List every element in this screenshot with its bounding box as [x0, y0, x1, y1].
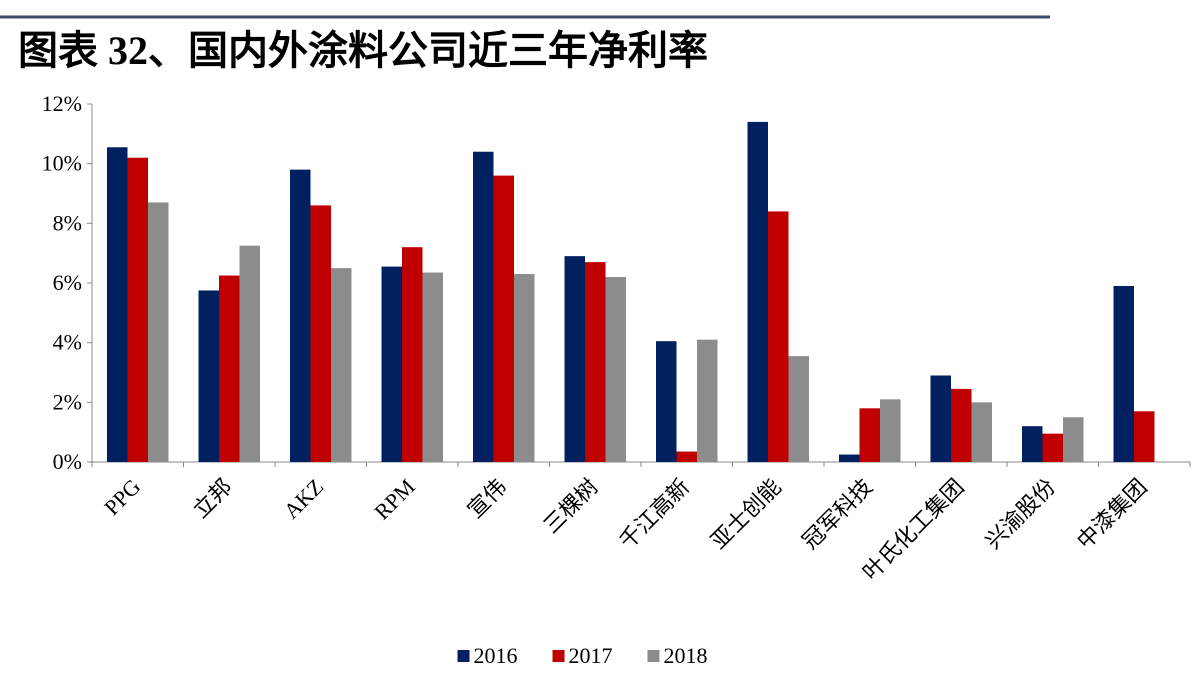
legend-label: 2016: [474, 643, 518, 668]
x-tick-label: 立邦: [188, 474, 237, 523]
y-tick-label: 4%: [53, 330, 82, 355]
legend-swatch: [552, 650, 565, 662]
legend-swatch: [647, 650, 660, 662]
bar: [127, 157, 148, 462]
bar: [747, 121, 768, 463]
bar: [473, 151, 494, 462]
y-tick-label: 0%: [53, 449, 82, 474]
legend-label: 2018: [664, 643, 708, 668]
y-tick-label: 6%: [53, 270, 82, 295]
bar: [788, 356, 809, 462]
bar: [1134, 411, 1155, 462]
x-tick-label: 三棵树: [538, 474, 602, 538]
chart-title: 图表 32、国内外涂料公司近三年净利率: [18, 28, 708, 73]
x-tick-label: 千江高新: [614, 474, 694, 554]
bar: [1063, 417, 1084, 462]
legend-swatch: [457, 650, 470, 662]
bar: [493, 175, 514, 462]
bar: [402, 247, 423, 462]
x-tick-label: 兴渝股份: [980, 474, 1060, 554]
bar: [951, 388, 972, 462]
bar: [971, 402, 992, 462]
bar: [1113, 285, 1134, 462]
x-tick-label: PPG: [99, 474, 145, 520]
x-tick-label: 中漆集团: [1072, 474, 1152, 554]
y-tick-label: 10%: [42, 151, 82, 176]
bar: [697, 339, 718, 462]
y-tick-label: 2%: [53, 389, 82, 414]
x-tick-label: 宣伟: [462, 474, 511, 523]
bar: [930, 375, 951, 462]
bar: [564, 256, 585, 462]
bar: [839, 454, 860, 462]
bar: [768, 211, 789, 462]
x-tick-label: AKZ: [279, 474, 329, 524]
bar: [605, 277, 626, 462]
bar: [656, 341, 677, 462]
bar: [198, 290, 219, 462]
bar: [859, 408, 880, 462]
bar: [148, 202, 169, 462]
bar: [514, 274, 535, 462]
bar: [239, 245, 260, 462]
bar: [1042, 433, 1063, 462]
bar: [310, 205, 331, 462]
x-tick-label: 冠军科技: [797, 474, 877, 554]
bar: [331, 268, 352, 462]
y-tick-label: 8%: [53, 210, 82, 235]
bar: [880, 399, 901, 462]
legend-label: 2017: [569, 643, 613, 668]
bar: [381, 266, 402, 462]
x-tick-label: 亚士创能: [706, 474, 786, 554]
bar: [290, 169, 311, 462]
y-tick-label: 12%: [42, 91, 82, 116]
x-tick-label: RPM: [369, 474, 420, 525]
bar: [219, 275, 240, 462]
bar: [1022, 426, 1043, 462]
bar: [676, 451, 697, 462]
bar: [585, 262, 606, 462]
bar: [107, 147, 128, 462]
bar: [422, 272, 443, 462]
